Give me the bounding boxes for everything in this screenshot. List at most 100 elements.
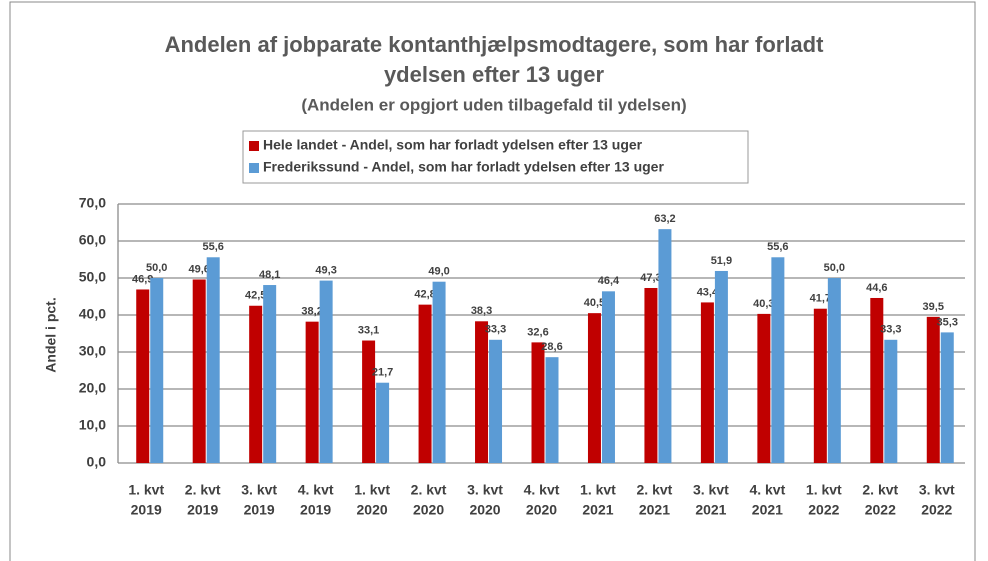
bar (870, 297, 884, 463)
bar (136, 289, 150, 463)
x-tick-label: 2019 (244, 502, 275, 518)
x-tick-label: 1. kvt (580, 482, 616, 498)
legend-swatch (249, 141, 259, 151)
x-tick-label: 2. kvt (185, 482, 221, 498)
y-tick-label: 60,0 (79, 232, 106, 248)
x-tick-label: 4. kvt (524, 482, 560, 498)
bar (319, 280, 333, 463)
bar (658, 229, 672, 463)
value-label: 38,3 (471, 305, 492, 317)
value-label: 48,1 (259, 269, 280, 281)
value-label: 51,9 (711, 255, 732, 267)
x-tick-label: 2022 (865, 502, 896, 518)
value-label: 55,6 (767, 241, 788, 253)
bar (475, 321, 489, 463)
y-axis-label: Andel i pct. (43, 297, 59, 372)
value-label: 33,3 (485, 324, 506, 336)
chart-subtitle: (Andelen er opgjort uden tilbagefald til… (301, 95, 686, 114)
x-tick-label: 4. kvt (749, 482, 785, 498)
bar (249, 305, 263, 463)
value-label: 28,6 (541, 341, 562, 353)
bar (827, 278, 841, 463)
bar (771, 257, 785, 463)
x-tick-label: 2. kvt (637, 482, 673, 498)
value-label: 40,3 (753, 298, 774, 310)
value-label: 32,6 (527, 326, 548, 338)
value-label: 63,2 (654, 213, 675, 225)
bar (714, 270, 728, 463)
x-tick-label: 2. kvt (411, 482, 447, 498)
x-tick-label: 2020 (413, 502, 444, 518)
x-tick-label: 2019 (300, 502, 331, 518)
value-label: 33,1 (358, 324, 379, 336)
x-tick-label: 2020 (357, 502, 388, 518)
legend-label: Hele landet - Andel, som har forladt yde… (263, 137, 643, 153)
value-label: 38,2 (301, 306, 322, 318)
bar (150, 278, 164, 463)
bar (700, 302, 714, 463)
value-label: 50,0 (824, 262, 845, 274)
x-tick-label: 2020 (469, 502, 500, 518)
value-label: 43,4 (697, 286, 719, 298)
bar (940, 332, 954, 463)
bar (884, 339, 898, 463)
bar (757, 313, 771, 463)
value-label: 47,3 (640, 272, 661, 284)
y-tick-label: 20,0 (79, 380, 106, 396)
x-tick-label: 2019 (187, 502, 218, 518)
x-tick-label: 3. kvt (919, 482, 955, 498)
bar (263, 285, 277, 463)
bar (926, 316, 940, 463)
value-label: 39,5 (923, 301, 944, 313)
bar (206, 257, 220, 463)
x-tick-label: 2022 (921, 502, 952, 518)
x-tick-label: 2021 (695, 502, 726, 518)
value-label: 42,8 (414, 289, 435, 301)
bar (376, 382, 390, 463)
bar (644, 287, 658, 463)
chart-title: Andelen af jobparate kontanthjælpsmodtag… (165, 32, 825, 57)
x-tick-label: 3. kvt (241, 482, 277, 498)
bar (545, 357, 559, 463)
value-label: 33,3 (880, 324, 901, 336)
value-label: 44,6 (866, 282, 887, 294)
y-tick-label: 0,0 (87, 454, 107, 470)
value-label: 42,5 (245, 290, 266, 302)
bar (531, 342, 545, 463)
x-tick-label: 3. kvt (693, 482, 729, 498)
bar (489, 339, 503, 463)
x-tick-label: 2021 (752, 502, 783, 518)
value-label: 46,4 (598, 275, 620, 287)
legend-box (242, 130, 749, 184)
value-label: 21,7 (372, 367, 393, 379)
bar (192, 279, 206, 463)
value-label: 41,7 (810, 293, 831, 305)
y-tick-label: 50,0 (79, 269, 106, 285)
bar (432, 281, 446, 463)
x-tick-label: 4. kvt (298, 482, 334, 498)
legend-swatch (249, 163, 259, 173)
legend-label: Frederikssund - Andel, som har forladt y… (263, 159, 664, 175)
y-tick-label: 30,0 (79, 343, 106, 359)
x-tick-label: 2021 (639, 502, 670, 518)
x-tick-label: 2. kvt (862, 482, 898, 498)
y-tick-label: 10,0 (79, 417, 106, 433)
bar (813, 308, 827, 463)
x-tick-label: 1. kvt (128, 482, 164, 498)
bar (601, 291, 615, 463)
value-label: 46,9 (132, 273, 153, 285)
value-label: 40,5 (584, 297, 605, 309)
x-tick-label: 3. kvt (467, 482, 503, 498)
x-tick-label: 1. kvt (806, 482, 842, 498)
bar (362, 340, 376, 463)
value-label: 49,6 (188, 263, 209, 275)
value-label: 55,6 (202, 241, 223, 253)
value-label: 35,3 (937, 316, 958, 328)
chart-frame (9, 1, 976, 561)
x-tick-label: 2022 (808, 502, 839, 518)
bar (305, 321, 319, 463)
chart-title: ydelsen efter 13 uger (384, 62, 605, 87)
x-tick-label: 2019 (131, 502, 162, 518)
y-tick-label: 70,0 (79, 195, 106, 211)
